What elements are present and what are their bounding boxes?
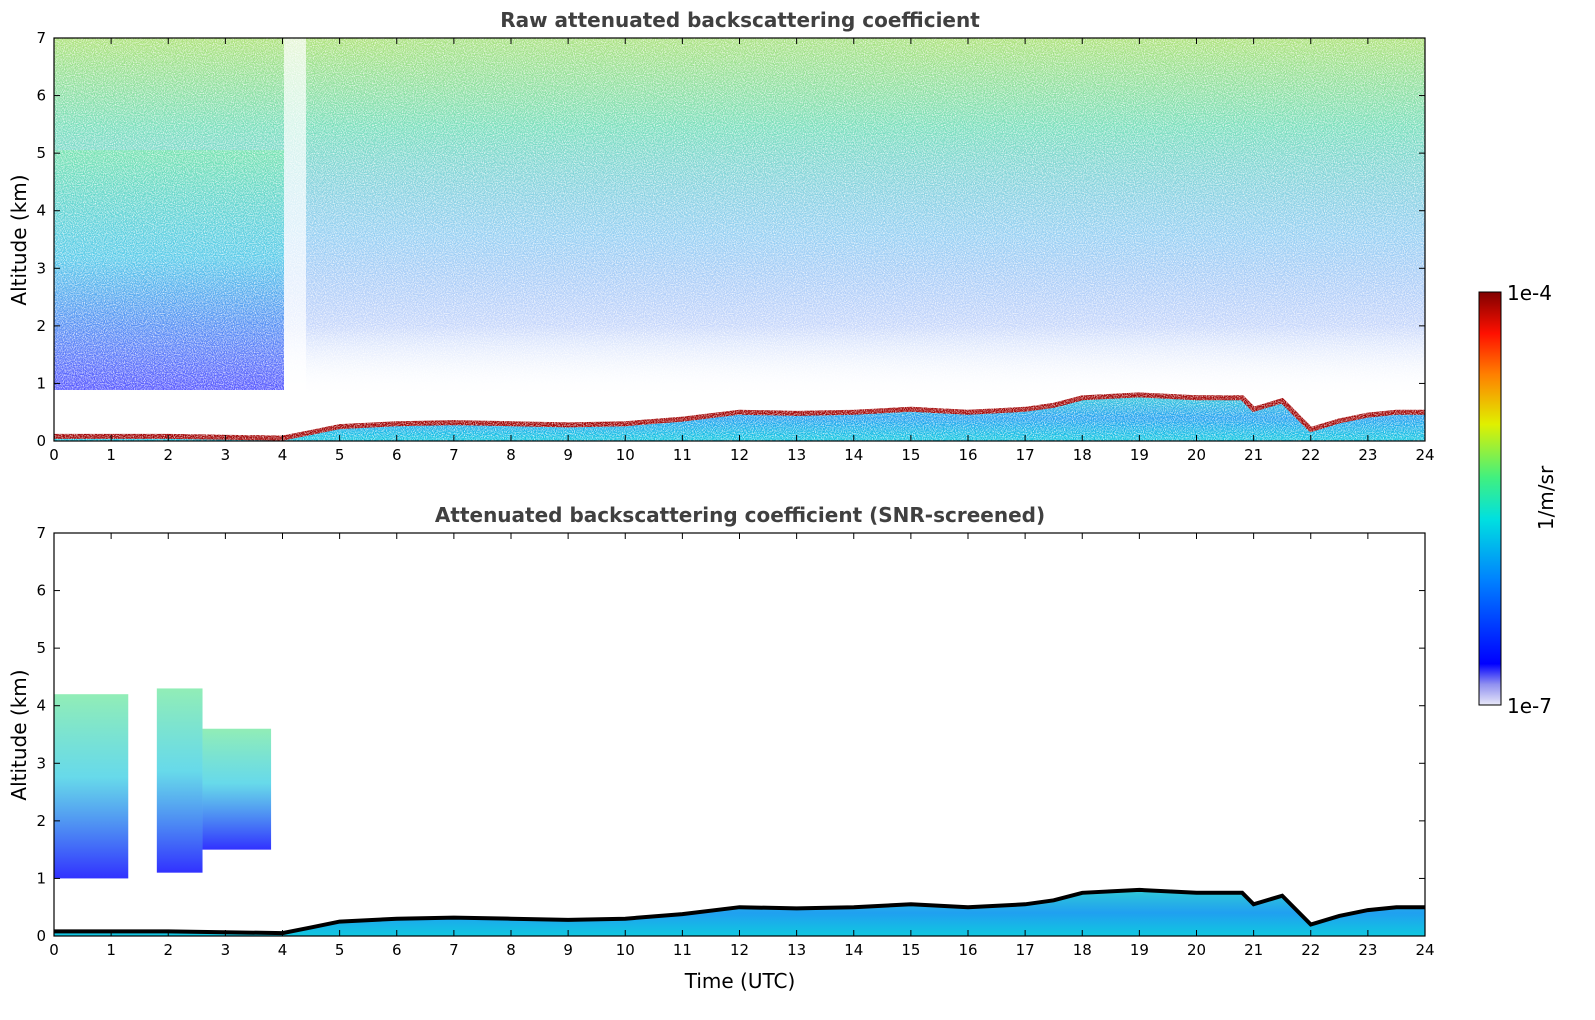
x-tick-label: 11 xyxy=(673,941,692,959)
panel-screened-heatmap xyxy=(54,533,1425,936)
x-tick-label: 17 xyxy=(1016,941,1035,959)
y-tick-label: 2 xyxy=(36,812,46,830)
colorbar-gradient xyxy=(1478,291,1502,706)
x-tick-label: 15 xyxy=(901,941,920,959)
x-tick-label: 22 xyxy=(1301,941,1320,959)
screened-layer-2 xyxy=(156,688,203,873)
panel-raw-ylabel: Altitude (km) xyxy=(7,174,31,305)
panel-screened-ticks: 0 1 2 3 4 5 6 7 8 9 10 11 12 13 14 15 16 17 18 19 20 21 22 23 24… xyxy=(36,524,1434,959)
x-tick-label: 3 xyxy=(221,446,231,464)
colorbar-min-label: 1e-7 xyxy=(1507,694,1552,718)
panel-screened-xlabel: Time (UTC) xyxy=(684,969,796,993)
panel-raw: Raw attenuated backscattering coefficien… xyxy=(7,8,1435,464)
x-tick-label: 18 xyxy=(1073,446,1092,464)
x-tick-label: 15 xyxy=(901,446,920,464)
x-tick-label: 23 xyxy=(1358,446,1377,464)
panel-screened-ylabel: Altitude (km) xyxy=(7,669,31,800)
x-tick-label: 10 xyxy=(616,941,635,959)
x-tick-label: 16 xyxy=(958,941,977,959)
x-tick-label: 13 xyxy=(787,446,806,464)
x-tick-label: 11 xyxy=(673,446,692,464)
x-tick-label: 14 xyxy=(844,941,863,959)
x-tick-label: 23 xyxy=(1358,941,1377,959)
x-tick-label: 10 xyxy=(616,446,635,464)
y-tick-label: 6 xyxy=(36,87,46,105)
y-tick-label: 1 xyxy=(36,374,46,392)
x-tick-label: 8 xyxy=(506,941,516,959)
colorbar: 1e-4 1e-7 1/m/sr xyxy=(1478,281,1558,718)
x-tick-label: 13 xyxy=(787,941,806,959)
boundary-layer-top-line-screened xyxy=(54,887,1425,936)
x-tick-label: 24 xyxy=(1415,446,1434,464)
x-tick-label: 1 xyxy=(106,941,116,959)
panel-raw-heatmap xyxy=(54,38,1425,441)
x-tick-label: 21 xyxy=(1244,446,1263,464)
x-tick-label: 0 xyxy=(49,446,59,464)
x-tick-label: 0 xyxy=(49,941,59,959)
y-tick-label: 3 xyxy=(36,259,46,277)
x-tick-label: 4 xyxy=(278,446,288,464)
screened-layer-1 xyxy=(54,694,129,879)
y-tick-label: 0 xyxy=(36,432,46,450)
x-tick-label: 2 xyxy=(163,446,173,464)
y-tick-label: 1 xyxy=(36,869,46,887)
x-tick-label: 21 xyxy=(1244,941,1263,959)
y-tick-label: 7 xyxy=(36,29,46,47)
x-tick-label: 6 xyxy=(392,446,402,464)
panel-screened: Attenuated backscattering coefficient (S… xyxy=(7,503,1435,993)
x-tick-label: 4 xyxy=(278,941,288,959)
colorbar-unit-label: 1/m/sr xyxy=(1534,465,1558,530)
y-tick-label: 4 xyxy=(36,202,46,220)
x-tick-label: 9 xyxy=(563,941,573,959)
x-tick-label: 5 xyxy=(335,446,345,464)
y-tick-label: 5 xyxy=(36,639,46,657)
x-tick-label: 3 xyxy=(221,941,231,959)
x-tick-label: 17 xyxy=(1016,446,1035,464)
x-tick-label: 8 xyxy=(506,446,516,464)
x-tick-label: 9 xyxy=(563,446,573,464)
y-tick-label: 3 xyxy=(36,754,46,772)
x-tick-label: 16 xyxy=(958,446,977,464)
screened-aerosol-layers xyxy=(54,688,272,879)
screened-layer-3 xyxy=(202,728,272,850)
x-tick-label: 2 xyxy=(163,941,173,959)
colorbar-max-label: 1e-4 xyxy=(1507,281,1552,305)
y-tick-label: 7 xyxy=(36,524,46,542)
x-tick-label: 24 xyxy=(1415,941,1434,959)
x-tick-label: 7 xyxy=(449,446,459,464)
x-tick-label: 18 xyxy=(1073,941,1092,959)
x-tick-label: 20 xyxy=(1187,446,1206,464)
x-tick-label: 14 xyxy=(844,446,863,464)
x-tick-label: 12 xyxy=(730,941,749,959)
y-tick-label: 0 xyxy=(36,927,46,945)
x-tick-label: 1 xyxy=(106,446,116,464)
y-tick-label: 5 xyxy=(36,144,46,162)
y-tick-label: 6 xyxy=(36,582,46,600)
x-tick-label: 19 xyxy=(1130,941,1149,959)
x-tick-label: 12 xyxy=(730,446,749,464)
panel-raw-ticks: 0 1 2 3 4 5 6 7 8 9 10 11 12 13 14 15 16 17 18 19 20 21 22 23 24… xyxy=(36,29,1434,464)
panel-raw-title: Raw attenuated backscattering coefficien… xyxy=(500,8,980,32)
y-tick-label: 2 xyxy=(36,317,46,335)
boundary-layer-fill-screened xyxy=(54,889,1425,936)
panel-screened-title: Attenuated backscattering coefficient (S… xyxy=(435,503,1045,527)
y-tick-label: 4 xyxy=(36,697,46,715)
x-tick-label: 20 xyxy=(1187,941,1206,959)
x-tick-label: 22 xyxy=(1301,446,1320,464)
x-tick-label: 19 xyxy=(1130,446,1149,464)
x-tick-label: 7 xyxy=(449,941,459,959)
x-tick-label: 5 xyxy=(335,941,345,959)
x-tick-label: 6 xyxy=(392,941,402,959)
